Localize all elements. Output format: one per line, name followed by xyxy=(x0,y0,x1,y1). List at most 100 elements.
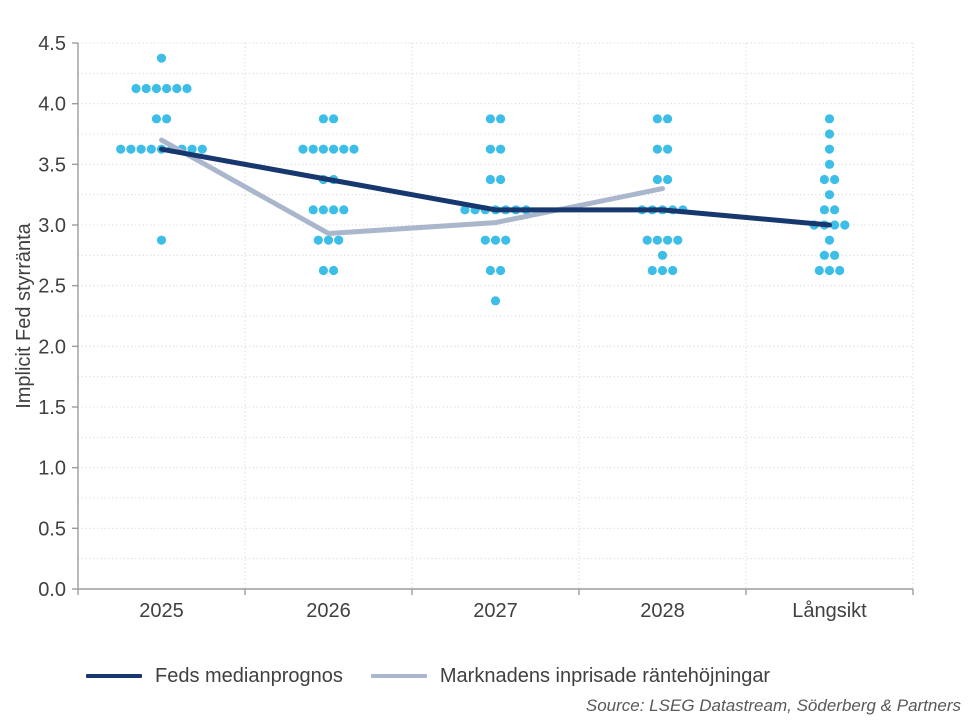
fomc-dot xyxy=(657,265,668,276)
fomc-dot xyxy=(652,235,663,245)
fomc-dot xyxy=(830,174,840,185)
y-tick-label: 4.5 xyxy=(38,33,66,55)
fomc-dot xyxy=(663,144,673,154)
fomc-dot xyxy=(819,250,830,260)
fomc-dot xyxy=(329,114,339,124)
dot-plot-chart: 0.0 0.5 1.0 1.5 2.0 2.5 3.0 3.5 4.0 4.5 2025 2026 20… xyxy=(13,33,914,622)
fomc-dot xyxy=(652,174,663,185)
x-tick-label: 2025 xyxy=(139,600,184,622)
fomc-dot xyxy=(485,114,495,124)
fomc-dot xyxy=(824,235,835,245)
legend-item-fed-median: Feds medianprognos xyxy=(86,665,343,688)
fomc-dot xyxy=(835,265,845,276)
x-tick-label: Långsikt xyxy=(792,600,867,622)
fomc-dot xyxy=(663,114,673,124)
fomc-dot xyxy=(131,83,141,94)
fomc-dot xyxy=(496,265,506,276)
y-tick-label: 0.5 xyxy=(38,518,66,540)
fomc-dot xyxy=(339,205,349,215)
fomc-dot xyxy=(485,174,495,185)
fomc-dot xyxy=(642,235,652,245)
fomc-dot xyxy=(668,265,678,276)
fomc-dot xyxy=(329,265,339,276)
fomc-dot xyxy=(485,265,495,276)
y-tick-label: 1.5 xyxy=(38,397,66,419)
fomc-dot xyxy=(156,235,167,245)
fomc-dot xyxy=(298,144,308,154)
fed-median-line xyxy=(159,146,832,228)
fomc-dot xyxy=(151,83,161,94)
y-tick-label: 4.0 xyxy=(38,94,66,116)
fomc-dot xyxy=(824,129,835,139)
fomc-dot xyxy=(162,114,172,124)
fomc-dot xyxy=(819,205,830,215)
chart-legend: Feds medianprognos Marknadens inprisade … xyxy=(86,660,770,692)
fomc-dot xyxy=(824,144,835,154)
fomc-dot xyxy=(126,144,136,154)
fomc-dot xyxy=(329,144,339,154)
y-tick-label: 2.0 xyxy=(38,336,66,358)
fomc-dot xyxy=(824,159,835,169)
market-pricing-line-sample xyxy=(370,674,427,678)
fomc-dot xyxy=(318,114,328,124)
legend-label-market-pricing: Marknadens inprisade räntehöjningar xyxy=(439,664,771,687)
fomc-dot xyxy=(830,250,840,260)
fomc-dot xyxy=(647,265,657,276)
fomc-dot xyxy=(824,114,835,124)
fomc-dot xyxy=(814,265,824,276)
market-pricing-line xyxy=(159,137,665,236)
y-tick-label: 3.5 xyxy=(38,154,66,176)
y-axis-title: Implicit Fed styrränta xyxy=(13,222,35,408)
fomc-dot xyxy=(460,205,470,215)
fomc-dot xyxy=(151,114,161,124)
y-tick-label: 0.0 xyxy=(38,579,66,601)
fomc-dot xyxy=(197,144,207,154)
fomc-dot xyxy=(501,235,511,245)
y-tick-label: 3.0 xyxy=(38,215,66,237)
fomc-dot xyxy=(652,114,663,124)
x-tick-label: 2028 xyxy=(640,600,685,622)
fomc-dot xyxy=(663,235,673,245)
y-tick-label: 1.0 xyxy=(38,458,66,480)
fomc-dot xyxy=(329,205,339,215)
x-tick-label: 2027 xyxy=(473,600,518,622)
fomc-dot xyxy=(187,144,197,154)
fomc-dot xyxy=(652,144,663,154)
fed-median-line-sample xyxy=(86,674,142,678)
fomc-dot xyxy=(830,205,840,215)
source-attribution: Source: LSEG Datastream, Söderberg & Par… xyxy=(585,696,961,715)
fomc-dot xyxy=(840,220,850,230)
fomc-dot xyxy=(480,235,490,245)
fomc-dot xyxy=(496,144,506,154)
fomc-dot xyxy=(323,235,334,245)
fomc-dot xyxy=(172,83,182,94)
fomc-dot xyxy=(663,174,673,185)
fomc-dot xyxy=(490,296,501,306)
fomc-dot xyxy=(318,265,328,276)
fomc-dot xyxy=(318,144,328,154)
fomc-dot xyxy=(830,220,840,230)
fomc-dot xyxy=(136,144,146,154)
fomc-dot xyxy=(824,190,835,200)
x-tick-label: 2026 xyxy=(306,600,351,622)
fomc-dot xyxy=(339,144,349,154)
fomc-dot xyxy=(490,235,501,245)
y-tick-label: 2.5 xyxy=(38,276,66,298)
fomc-dot xyxy=(496,114,506,124)
fomc-dot xyxy=(146,144,156,154)
fomc-dot xyxy=(156,53,167,63)
fomc-dot xyxy=(308,144,318,154)
fomc-dot xyxy=(673,235,683,245)
fomc-dot xyxy=(141,83,151,94)
fomc-dot xyxy=(182,83,192,94)
fomc-dot xyxy=(162,83,172,94)
fomc-dot xyxy=(334,235,344,245)
legend-item-market-pricing: Marknadens inprisade räntehöjningar xyxy=(370,664,771,688)
fomc-dot xyxy=(308,205,318,215)
fomc-dot xyxy=(657,250,668,260)
fomc-dot xyxy=(116,144,126,154)
legend-label-fed-median: Feds medianprognos xyxy=(155,664,343,687)
fomc-dot xyxy=(485,144,495,154)
fomc-dot xyxy=(313,235,323,245)
